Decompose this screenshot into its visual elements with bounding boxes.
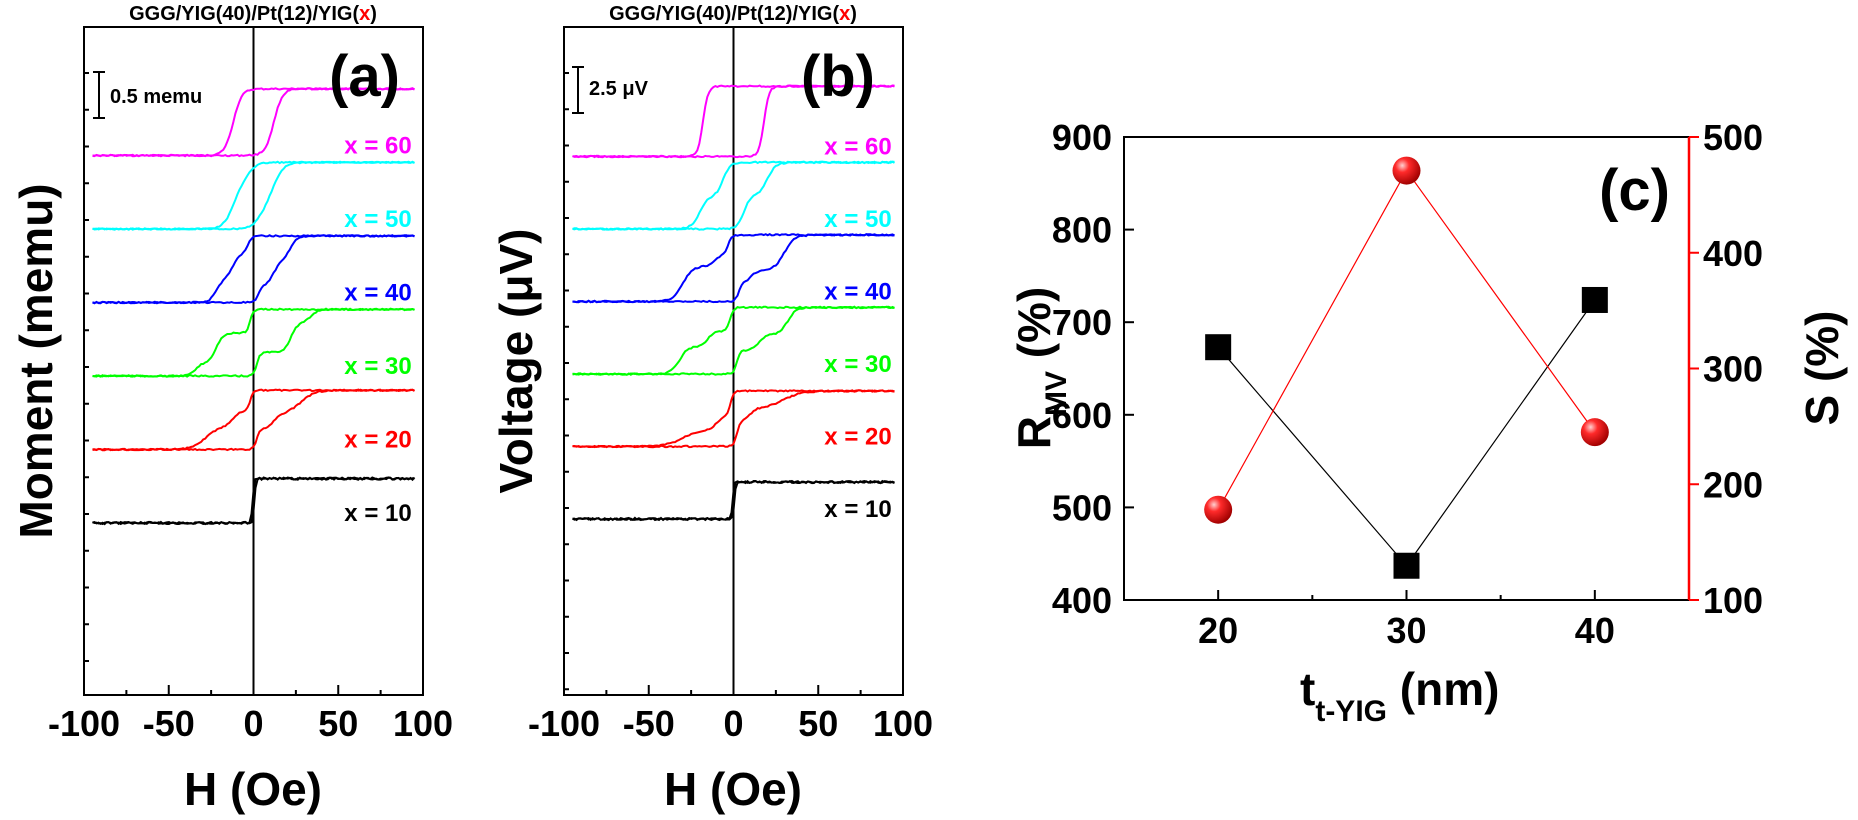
curve-branch-down bbox=[92, 87, 415, 158]
series-label: x = 20 bbox=[824, 424, 891, 451]
right-y-tick-label: 200 bbox=[1703, 464, 1763, 505]
series-label: x = 30 bbox=[344, 353, 411, 380]
curve-branch-down bbox=[572, 305, 895, 376]
x-tick-label: -50 bbox=[623, 703, 675, 744]
panel-c-left-y-ticks: 400 500 600 700 800 900 bbox=[1052, 117, 1134, 621]
x-tick-label: 20 bbox=[1198, 610, 1238, 651]
s-line bbox=[1217, 169, 1596, 511]
curve-branch-down bbox=[572, 160, 895, 231]
series-label: x = 40 bbox=[344, 280, 411, 307]
series-label: x = 30 bbox=[824, 351, 891, 378]
panel-a: GGG/YIG(40)/Pt(12)/YIG(x) -100 -50 0 50 100 … bbox=[10, 3, 453, 815]
left-y-tick-label: 800 bbox=[1052, 210, 1112, 251]
panel-b: GGG/YIG(40)/Pt(12)/YIG(x) -100 -50 0 50 100 … bbox=[490, 3, 933, 815]
x-tick-label: -50 bbox=[143, 703, 195, 744]
left-y-tick-label: 600 bbox=[1052, 395, 1112, 436]
left-y-tick-label: 400 bbox=[1052, 580, 1112, 621]
curve-branch-down bbox=[92, 476, 416, 526]
panel-a-curves: x = 60 x = 50 x = 40 x = 30 x = 20 x = 10 bbox=[92, 87, 416, 527]
left-y-tick-label: 500 bbox=[1052, 487, 1112, 528]
panel-b-curves: x = 60 x = 50 x = 40 x = 30 x = 20 x = 10 bbox=[571, 84, 895, 523]
panel-a-title: GGG/YIG(40)/Pt(12)/YIG(x) bbox=[129, 3, 377, 25]
x-tick-label: 40 bbox=[1575, 610, 1615, 651]
curve-branch-down bbox=[92, 388, 416, 452]
panel-b-x-ticks: -100 -50 0 50 100 bbox=[528, 685, 933, 744]
panel-a-x-axis-label: H (Oe) bbox=[184, 763, 322, 815]
panel-a-scale-bar-label: 0.5 memu bbox=[110, 86, 202, 108]
rmv-point bbox=[1205, 334, 1232, 361]
curve-branch-down bbox=[92, 234, 415, 305]
s-point bbox=[1580, 418, 1609, 447]
rmv-point bbox=[1581, 286, 1608, 313]
panel-c-x-axis-label: tt-YIG (nm) bbox=[1300, 663, 1499, 728]
panel-b-title: GGG/YIG(40)/Pt(12)/YIG(x) bbox=[609, 3, 857, 25]
series-label: x = 40 bbox=[824, 279, 891, 306]
panel-c-series bbox=[1204, 156, 1609, 579]
x-tick-label: 0 bbox=[243, 703, 263, 744]
panel-c-right-y-ticks: 100 200 300 400 500 bbox=[1689, 117, 1763, 621]
x-tick-label: 50 bbox=[318, 703, 358, 744]
x-tick-label: -100 bbox=[48, 703, 120, 744]
panel-b-scale-bar-label: 2.5 μV bbox=[589, 78, 649, 100]
right-y-tick-label: 500 bbox=[1703, 117, 1763, 158]
panel-c-x-ticks: 20 30 40 bbox=[1198, 590, 1615, 651]
curve-branch-down bbox=[572, 84, 895, 159]
left-y-tick-label: 900 bbox=[1052, 117, 1112, 158]
series-label: x = 10 bbox=[824, 496, 891, 523]
left-y-tick-label: 700 bbox=[1052, 302, 1112, 343]
x-tick-label: 100 bbox=[873, 703, 933, 744]
series-label: x = 60 bbox=[824, 134, 891, 161]
panel-b-y-axis-label: Voltage (μV) bbox=[490, 229, 542, 494]
panel-a-y-ticks bbox=[84, 72, 89, 662]
x-tick-label: 30 bbox=[1386, 610, 1426, 651]
panel-c-left-y-axis-label: RMV (%) bbox=[1008, 287, 1073, 450]
panel-c-label: (c) bbox=[1599, 158, 1670, 223]
series-label: x = 50 bbox=[824, 206, 891, 233]
series-label: x = 60 bbox=[344, 133, 411, 160]
x-tick-label: 0 bbox=[723, 703, 743, 744]
panel-a-x-ticks: -100 -50 0 50 100 bbox=[48, 685, 453, 744]
curve-branch-down bbox=[92, 307, 415, 378]
curve-branch-down bbox=[92, 160, 415, 231]
series-label: x = 10 bbox=[344, 500, 411, 527]
rmv-line bbox=[1217, 299, 1596, 567]
curve-branch-down bbox=[571, 479, 895, 522]
s-point bbox=[1204, 495, 1233, 524]
panel-b-y-ticks bbox=[564, 72, 569, 691]
panel-b-x-axis-label: H (Oe) bbox=[664, 763, 802, 815]
x-tick-label: 50 bbox=[798, 703, 838, 744]
right-y-tick-label: 300 bbox=[1703, 349, 1763, 390]
rmv-point bbox=[1393, 552, 1420, 579]
s-point bbox=[1392, 156, 1421, 185]
series-label: x = 50 bbox=[344, 206, 411, 233]
panel-c-right-y-axis-label: S (%) bbox=[1796, 311, 1848, 426]
right-y-tick-label: 100 bbox=[1703, 580, 1763, 621]
panel-b-label: (b) bbox=[801, 44, 875, 109]
curve-branch-down bbox=[572, 233, 895, 304]
curve-branch-down bbox=[572, 389, 895, 449]
series-label: x = 20 bbox=[344, 427, 411, 454]
panel-a-label: (a) bbox=[329, 44, 400, 109]
panel-c: 400 500 600 700 800 900 100 200 300 400 500 20 30 4… bbox=[1008, 117, 1848, 728]
right-y-tick-label: 400 bbox=[1703, 233, 1763, 274]
panel-a-y-axis-label: Moment (memu) bbox=[10, 183, 62, 538]
x-tick-label: 100 bbox=[393, 703, 453, 744]
x-tick-label: -100 bbox=[528, 703, 600, 744]
